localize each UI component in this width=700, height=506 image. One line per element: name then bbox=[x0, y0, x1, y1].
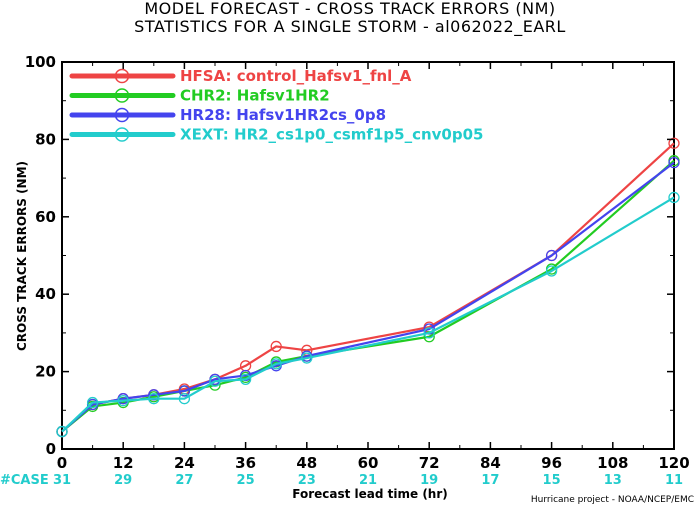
legend-marker bbox=[114, 88, 130, 103]
legend-item: HFSA: control_Hafsv1_fnl_A bbox=[69, 67, 412, 85]
x-axis-label: Forecast lead time (hr) bbox=[292, 487, 448, 501]
axis-layer: 0 20 40 60 80 100 0 12 24 36 48 60 72 84 96 108 120 bbox=[25, 53, 690, 472]
x-tick-label: 12 bbox=[113, 454, 134, 472]
data-point bbox=[209, 375, 221, 387]
series-line bbox=[61, 159, 675, 433]
legend-label: HR28: Hafsv1HR2cs_0p8 bbox=[180, 106, 386, 124]
y-axis-label: CROSS TRACK ERRORS (NM) bbox=[15, 161, 29, 351]
data-point bbox=[148, 389, 160, 401]
data-point bbox=[56, 425, 68, 438]
series-3 bbox=[56, 191, 680, 438]
data-point bbox=[239, 369, 252, 382]
data-point bbox=[239, 373, 252, 385]
data-point bbox=[178, 385, 191, 397]
legend-label: CHR2: Hafsv1HR2 bbox=[180, 87, 330, 105]
chart-subtitle: STATISTICS FOR A SINGLE STORM - al062022… bbox=[134, 17, 566, 36]
series-line bbox=[61, 142, 675, 433]
data-point bbox=[301, 352, 313, 364]
data-point bbox=[86, 396, 99, 409]
x-tick-label: 120 bbox=[658, 454, 689, 472]
case-count: 15 bbox=[543, 473, 561, 488]
legend-marker bbox=[114, 127, 130, 142]
case-row-label: #CASE bbox=[0, 473, 49, 488]
y-tick-label: 100 bbox=[25, 53, 56, 71]
data-point bbox=[545, 265, 558, 277]
legend-item: HR28: Hafsv1HR2cs_0p8 bbox=[69, 106, 386, 124]
data-point bbox=[668, 191, 680, 204]
case-count: 23 bbox=[298, 473, 316, 488]
data-point bbox=[117, 394, 129, 407]
case-count: 19 bbox=[420, 473, 438, 488]
data-point bbox=[270, 340, 282, 353]
y-tick-label: 80 bbox=[35, 130, 56, 148]
data-point bbox=[545, 249, 558, 262]
case-count: 25 bbox=[237, 473, 255, 488]
data-point bbox=[178, 393, 191, 405]
case-count: 11 bbox=[665, 473, 683, 488]
y-tick-label: 60 bbox=[35, 208, 56, 226]
x-tick-label: 108 bbox=[597, 454, 628, 472]
data-point bbox=[270, 358, 282, 370]
case-count: 13 bbox=[604, 473, 622, 488]
legend-item: CHR2: Hafsv1HR2 bbox=[69, 87, 330, 105]
x-tick-label: 60 bbox=[358, 454, 379, 472]
x-tick-label: 24 bbox=[174, 454, 195, 472]
y-tick-label: 40 bbox=[35, 285, 56, 303]
x-tick-label: 84 bbox=[480, 454, 501, 472]
data-point bbox=[423, 327, 435, 339]
data-point bbox=[668, 137, 680, 149]
data-point bbox=[148, 393, 160, 405]
case-counts: #CASE 31 29 27 25 23 21 19 17 15 13 11 bbox=[0, 473, 683, 488]
legend-label: HFSA: control_Hafsv1_fnl_A bbox=[180, 67, 412, 85]
case-count: 17 bbox=[481, 473, 499, 488]
y-tick-label: 0 bbox=[46, 440, 56, 458]
legend-marker bbox=[114, 68, 130, 84]
legend: HFSA: control_Hafsv1_fnl_A CHR2: Hafsv1HR… bbox=[69, 67, 483, 144]
case-count: 21 bbox=[359, 473, 377, 488]
case-count: 31 bbox=[53, 473, 71, 488]
series-layer bbox=[56, 137, 680, 438]
case-count: 27 bbox=[175, 473, 193, 488]
chart-title: MODEL FORECAST - CROSS TRACK ERRORS (NM) bbox=[144, 0, 556, 18]
credit-text: Hurricane project - NOAA/NCEP/EMC bbox=[531, 495, 694, 505]
x-tick-label: 0 bbox=[57, 454, 67, 472]
x-tick-label: 36 bbox=[235, 454, 256, 472]
x-tick-label: 96 bbox=[541, 454, 562, 472]
legend-item: XEXT: HR2_cs1p0_csmf1p5_cnv0p05 bbox=[69, 126, 483, 144]
case-count: 29 bbox=[114, 473, 132, 488]
legend-marker bbox=[114, 107, 130, 123]
y-tick-label: 20 bbox=[35, 363, 56, 381]
data-point bbox=[668, 156, 680, 169]
legend-label: XEXT: HR2_cs1p0_csmf1p5_cnv0p05 bbox=[180, 126, 483, 144]
x-tick-label: 72 bbox=[419, 454, 440, 472]
x-tick-label: 48 bbox=[296, 454, 317, 472]
data-point bbox=[423, 323, 435, 335]
